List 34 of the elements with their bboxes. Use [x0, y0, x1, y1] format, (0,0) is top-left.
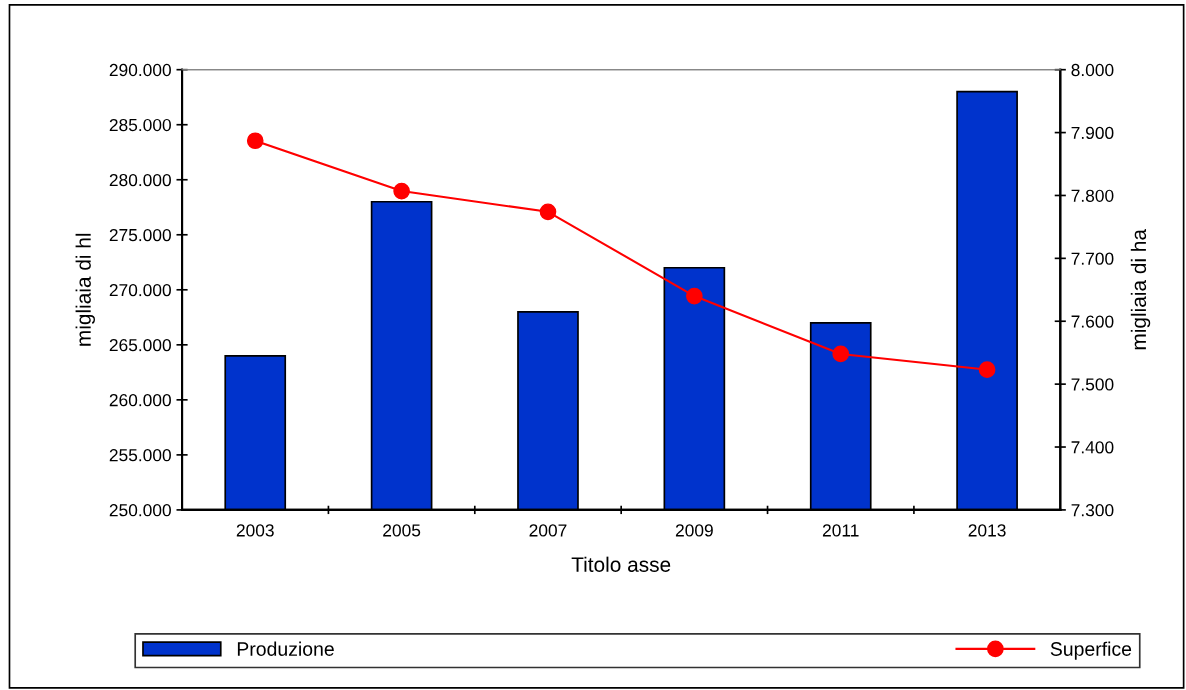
x-tick-label: 2005: [383, 524, 421, 537]
y2-tick-label: 7.900: [1071, 126, 1114, 140]
y2-tick-label: 7.400: [1071, 441, 1114, 454]
y2-tick-label: 7.300: [1071, 504, 1114, 517]
y2-tick-label: 7.800: [1071, 189, 1114, 202]
y2-tick-label: 8.000: [1071, 63, 1114, 77]
y2-tick-label: 7.600: [1071, 315, 1114, 328]
y-tick-label: 285.000: [109, 118, 171, 132]
point: [393, 182, 410, 200]
legend-label: Produzione: [237, 641, 334, 656]
y-tick-label: 280.000: [109, 173, 171, 187]
point: [539, 203, 557, 221]
y-tick-label: 255.000: [109, 449, 171, 462]
x-tick-label: 2013: [968, 524, 1006, 537]
y-tick-label: 250.000: [109, 504, 171, 517]
y-tick-label: 265.000: [109, 339, 171, 352]
y-tick-label: 260.000: [109, 394, 171, 407]
x-tick-label: 2007: [529, 524, 567, 537]
legend-label: Superfice: [1050, 641, 1132, 660]
y2-tick-label: 7.500: [1071, 378, 1114, 391]
x-tick-label: 2003: [236, 524, 274, 537]
point: [686, 287, 703, 305]
y-tick-label: 290.000: [109, 63, 171, 77]
y-tick-label: 275.000: [109, 228, 171, 242]
x-tick-label: 2009: [675, 524, 713, 537]
y-axis-title: migliaia di hl: [75, 233, 95, 346]
point: [832, 345, 850, 363]
x-axis-title: Titolo asse: [571, 556, 671, 572]
y2-tick-label: 7.700: [1071, 252, 1114, 265]
point: [246, 132, 264, 150]
point: [978, 361, 996, 379]
x-tick-label: 2011: [822, 524, 859, 537]
y2-axis-title: migliaia di ha: [1130, 229, 1151, 350]
y-tick-label: 270.000: [109, 283, 171, 297]
